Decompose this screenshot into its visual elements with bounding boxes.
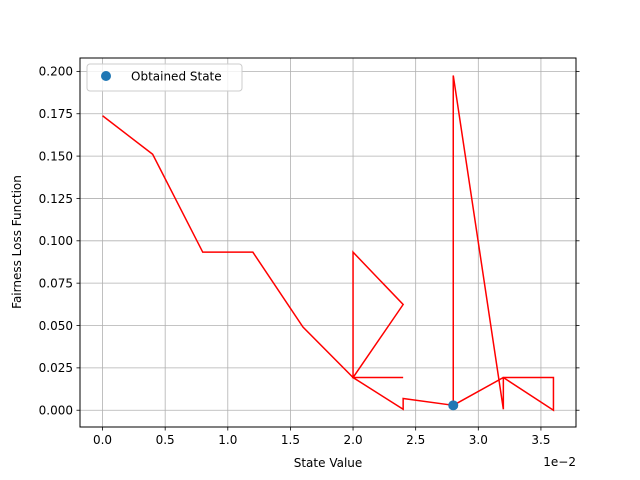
x-tick-label: 2.0: [344, 433, 363, 447]
y-tick-label: 0.125: [39, 192, 73, 206]
grid: [80, 58, 576, 427]
axis-ticks: 0.0 0.5 1.0 1.5 2.0 2.5 3.0 3.5 0.000 0.025 0.050 0…: [39, 65, 580, 447]
y-axis-label: Fairness Loss Function: [10, 175, 24, 309]
y-tick-label: 0.200: [39, 65, 73, 79]
y-tick-label: 0.175: [39, 107, 73, 121]
y-tick-label: 0.100: [39, 234, 73, 248]
y-tick-label: 0.050: [39, 319, 73, 333]
x-tick-label: 3.5: [531, 433, 550, 447]
y-tick-label: 0.075: [39, 276, 73, 290]
x-tick-label: 0.0: [93, 433, 112, 447]
series-line: [102, 75, 555, 412]
legend: Obtained State: [86, 63, 243, 92]
x-tick-label: 2.5: [406, 433, 425, 447]
plot-area: [102, 75, 555, 412]
obtained-state-point: [448, 400, 459, 411]
legend-box: [86, 63, 243, 92]
x-axis-offset-label: 1e−2: [543, 455, 576, 469]
x-tick-label: 0.5: [156, 433, 175, 447]
x-tick-label: 3.0: [469, 433, 488, 447]
legend-label-obtained-state: Obtained State: [131, 70, 222, 84]
x-axis-label: State Value: [294, 456, 363, 470]
legend-marker-obtained-state: [101, 71, 111, 81]
y-tick-label: 0.025: [39, 361, 73, 375]
x-tick-label: 1.5: [281, 433, 300, 447]
x-tick-label: 1.0: [218, 433, 237, 447]
y-tick-label: 0.000: [39, 404, 73, 418]
axes-frame: [79, 57, 577, 428]
y-tick-label: 0.150: [39, 149, 73, 163]
